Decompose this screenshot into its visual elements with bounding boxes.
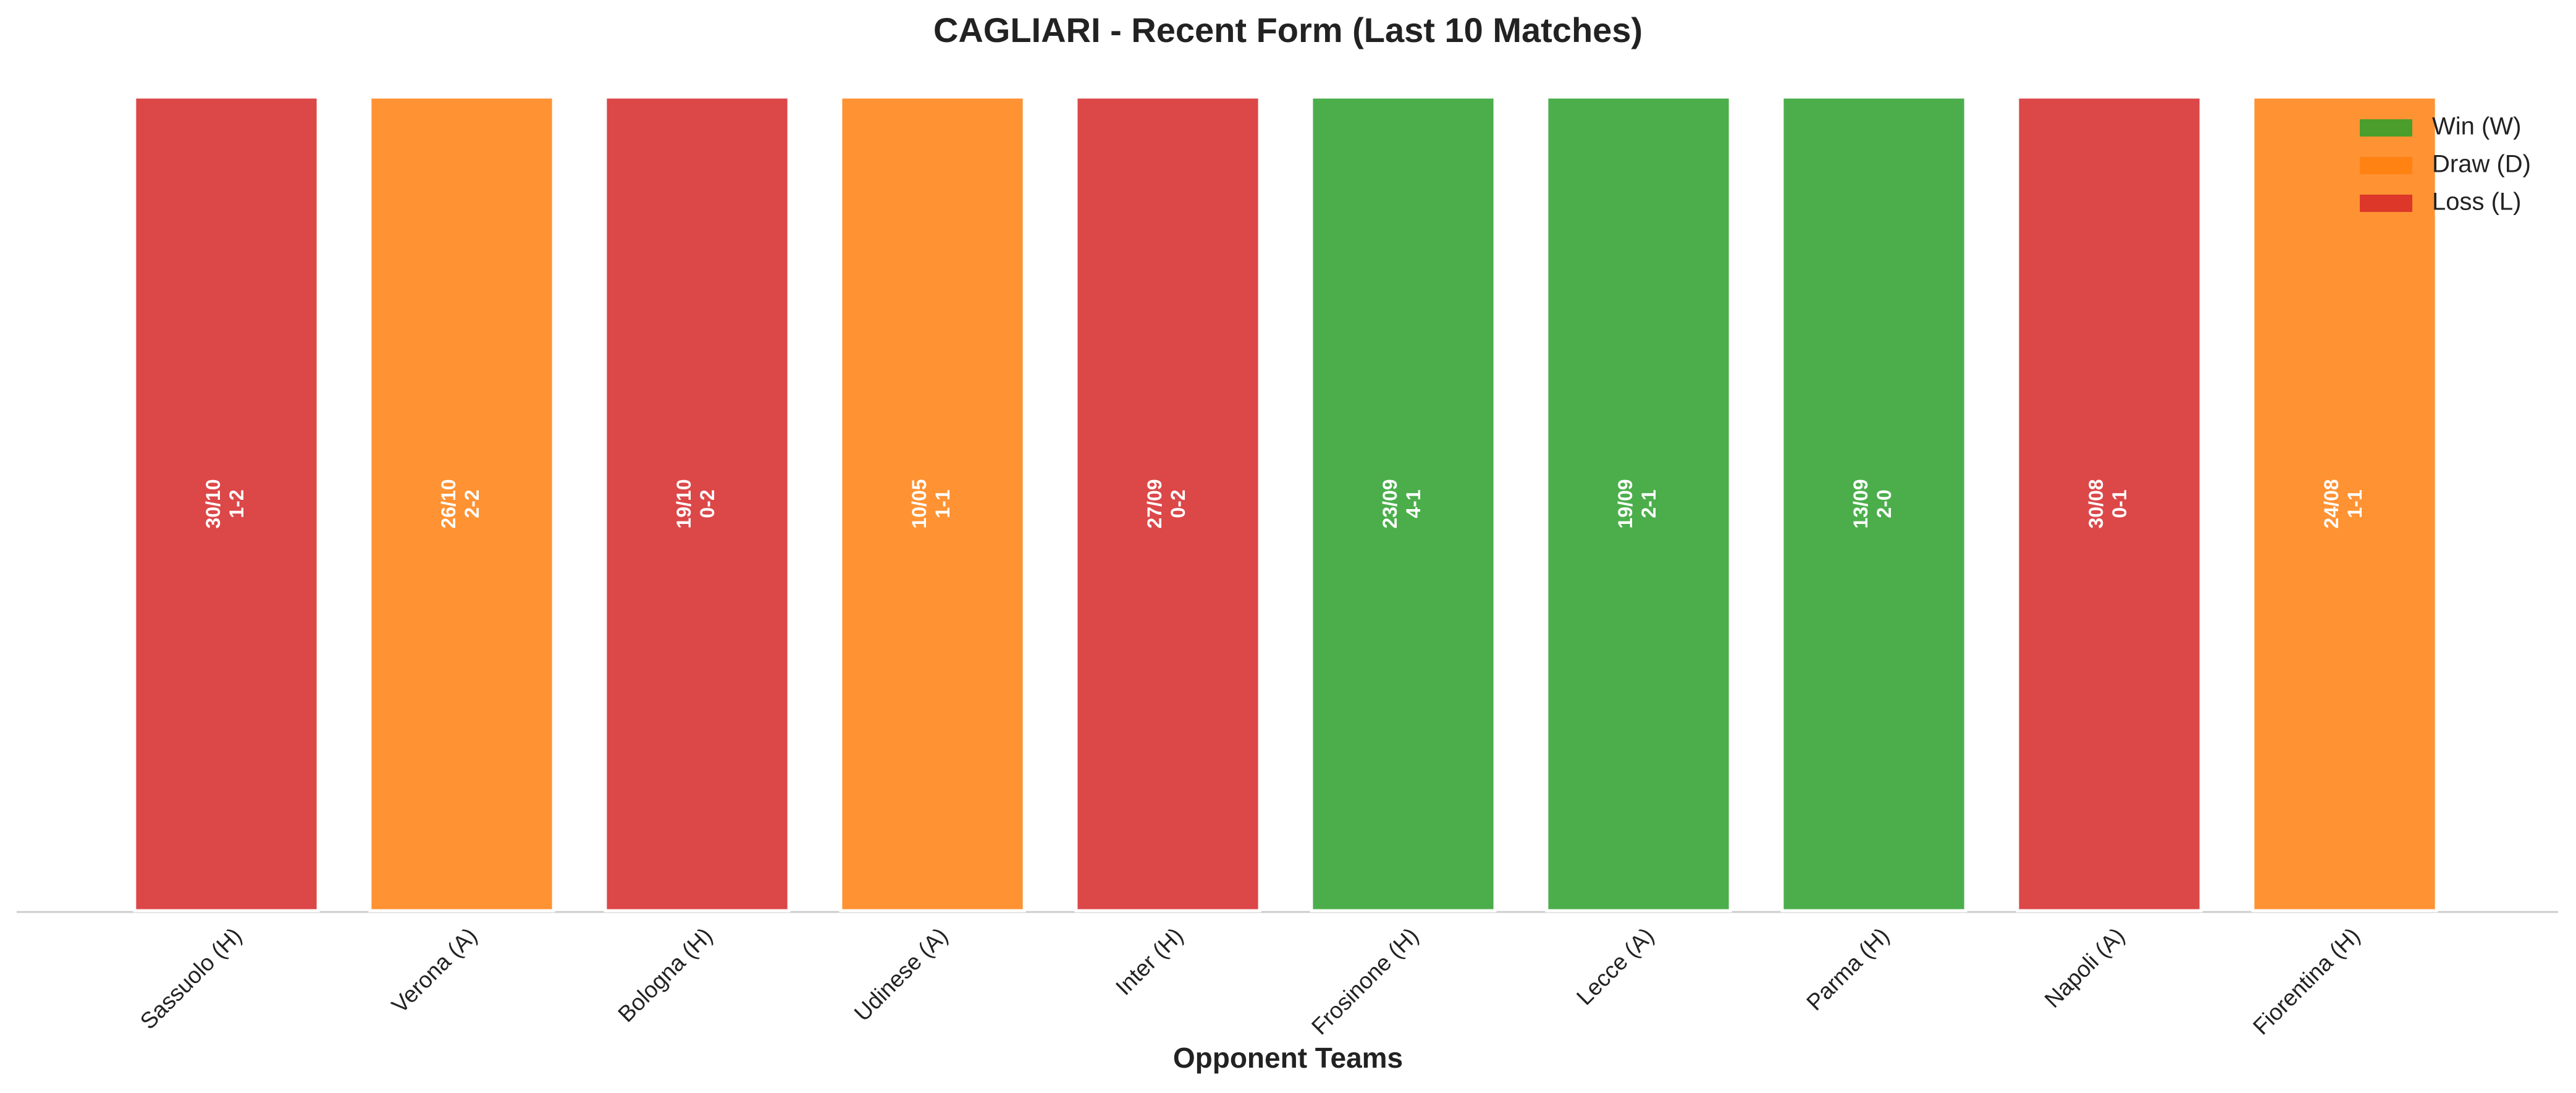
bar-score-label: 2-1 (1638, 489, 1660, 518)
bar-score-label: 0-2 (1167, 489, 1189, 518)
bar-date-label: 24/08 (2320, 479, 2342, 528)
bar (1780, 95, 1968, 913)
legend-label: Draw (D) (2432, 151, 2531, 178)
legend-label: Win (W) (2432, 113, 2521, 140)
x-tick-label: Parma (H) (1801, 923, 1894, 1016)
bar (604, 95, 791, 913)
bar (2251, 95, 2438, 913)
bar-date-label: 23/09 (1379, 479, 1401, 528)
bar-date-label: 10/05 (908, 479, 930, 528)
bar (1074, 95, 1261, 913)
bar-score-label: 1-1 (932, 489, 954, 518)
bar (1310, 95, 1497, 913)
bar-score-label: 2-0 (1873, 489, 1895, 518)
bar (133, 95, 320, 913)
bar (2016, 95, 2203, 913)
bar-date-label: 30/08 (2085, 479, 2107, 528)
bar-score-label: 1-1 (2344, 489, 2366, 518)
x-axis-label: Opponent Teams (1173, 1042, 1403, 1074)
bar-date-label: 19/10 (673, 479, 695, 528)
x-tick-label: Fiorentina (H) (2248, 923, 2365, 1040)
bar-date-label: 26/10 (437, 479, 460, 528)
bar-score-label: 1-2 (225, 489, 248, 518)
bar-date-label: 30/10 (202, 479, 224, 528)
bar-score-label: 0-1 (2108, 489, 2131, 518)
bar-date-label: 19/09 (1614, 479, 1636, 528)
x-tick-label: Bologna (H) (613, 923, 717, 1028)
bar (839, 95, 1026, 913)
x-tick-label: Inter (H) (1111, 923, 1188, 1000)
bar-score-label: 0-2 (696, 489, 718, 518)
bar-date-label: 27/09 (1143, 479, 1166, 528)
bar (368, 95, 555, 913)
bar-date-label: 13/09 (1850, 479, 1872, 528)
bar-score-label: 2-2 (461, 489, 483, 518)
legend-label: Loss (L) (2432, 188, 2522, 216)
x-tick-label: Napoli (A) (2040, 923, 2129, 1013)
x-tick-label: Lecce (A) (1572, 923, 1659, 1010)
x-tick-label: Udinese (A) (849, 923, 953, 1026)
x-tick-label: Verona (A) (387, 923, 482, 1018)
bar-score-label: 4-1 (1402, 489, 1425, 518)
legend-swatch (2360, 119, 2412, 137)
legend-swatch (2360, 157, 2412, 174)
chart-title: CAGLIARI - Recent Form (Last 10 Matches) (933, 11, 1643, 49)
legend-swatch (2360, 195, 2412, 212)
x-tick-label: Sassuolo (H) (135, 923, 246, 1034)
bar (1545, 95, 1732, 913)
x-tick-label: Frosinone (H) (1307, 923, 1423, 1040)
